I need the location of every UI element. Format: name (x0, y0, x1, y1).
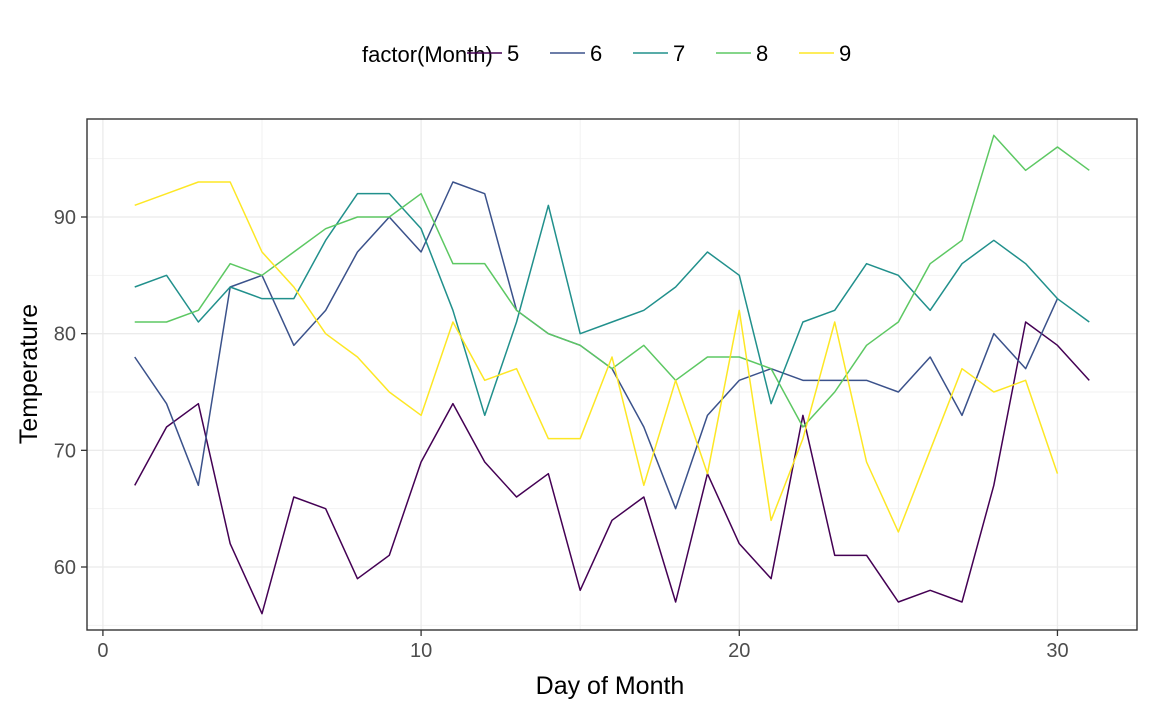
axis-ticks (81, 216, 1059, 636)
series-line-7 (134, 192, 1090, 417)
legend-label-6: 6 (590, 41, 602, 66)
legend-label-9: 9 (839, 41, 851, 66)
y-tick-label: 60 (54, 557, 76, 579)
y-tick-label: 90 (54, 207, 76, 229)
y-tick-label: 80 (54, 324, 76, 346)
series-line-9 (134, 181, 1059, 533)
legend-title: factor(Month) (362, 42, 493, 67)
y-tick-label: 70 (54, 440, 76, 462)
x-tick-label: 30 (1046, 640, 1068, 662)
major-gridlines (87, 119, 1137, 630)
legend-label-7: 7 (673, 41, 685, 66)
legend: factor(Month) 5 6 7 8 9 (362, 41, 851, 67)
plot-panel-border (86, 118, 1138, 631)
y-tick-labels: 60 70 80 90 (54, 207, 76, 579)
series-line-5 (134, 321, 1090, 615)
x-tick-label: 0 (97, 640, 108, 662)
x-tick-label: 20 (728, 640, 750, 662)
x-tick-labels: 0 10 20 30 (97, 640, 1068, 662)
legend-label-8: 8 (756, 41, 768, 66)
legend-items: 5 6 7 8 9 (467, 41, 851, 66)
x-tick-label: 10 (410, 640, 432, 662)
y-axis-title: Temperature (15, 304, 43, 444)
x-axis-title: Day of Month (536, 672, 685, 700)
series-lines (134, 134, 1090, 615)
series-line-8 (134, 134, 1090, 428)
plot-background (87, 119, 1137, 630)
legend-label-5: 5 (507, 41, 519, 66)
